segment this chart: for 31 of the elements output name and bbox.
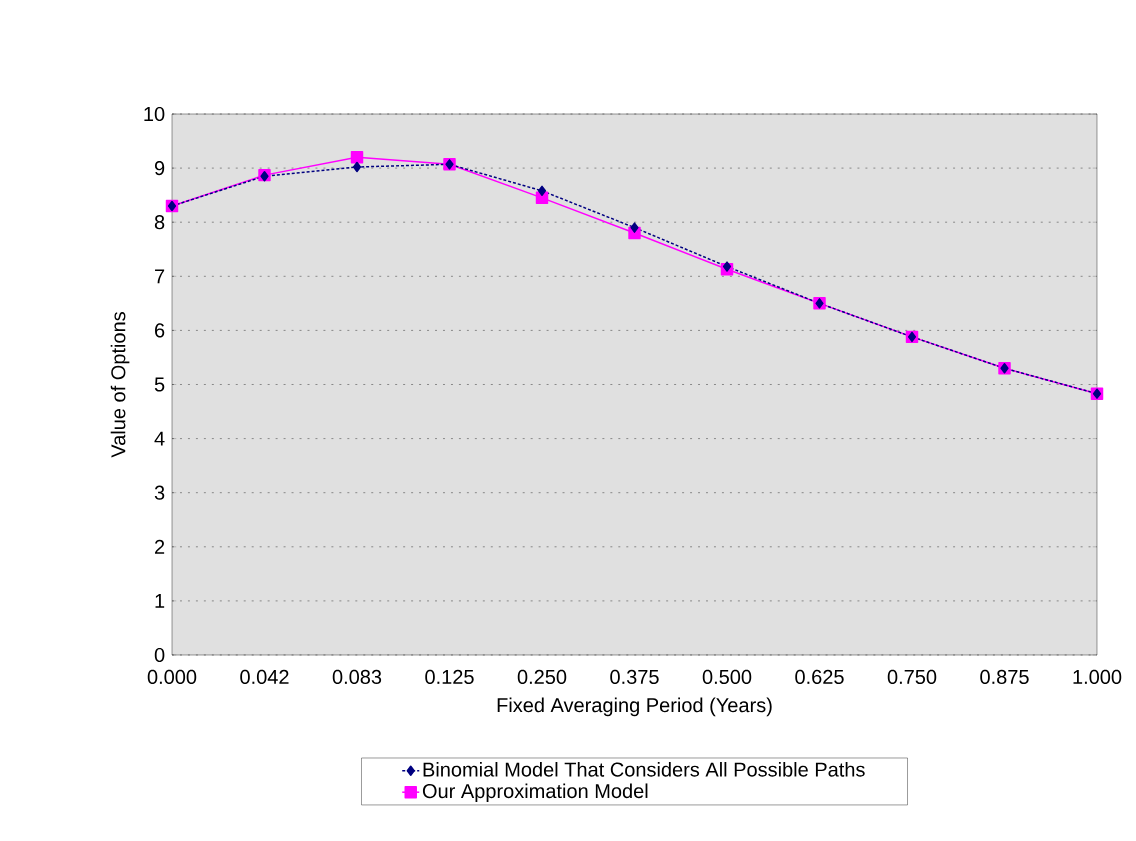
y-tick-label: 4 bbox=[154, 431, 165, 446]
y-tick-label: 2 bbox=[155, 539, 165, 554]
y-tick-label: 5 bbox=[154, 377, 165, 392]
y-tick-label: 3 bbox=[154, 485, 165, 500]
y-tick-label: 1 bbox=[155, 594, 165, 608]
x-axis-title: Fixed Averaging Period (Years) bbox=[497, 697, 772, 717]
x-tick-label: 0.750 bbox=[887, 669, 937, 685]
y-axis-title: Value of Options bbox=[110, 312, 130, 458]
x-tick-label: 0.083 bbox=[332, 669, 382, 685]
x-tick-label: 0.042 bbox=[240, 669, 289, 685]
point bbox=[352, 161, 362, 173]
x-tick-label: 0.500 bbox=[702, 669, 752, 685]
x-tick-label: 0.375 bbox=[610, 669, 659, 685]
y-tick-label: 10 bbox=[144, 106, 165, 122]
y-tick-label: 9 bbox=[154, 161, 165, 176]
point bbox=[630, 222, 639, 233]
legend-label: Binomial Model That Considers All Possible Paths bbox=[423, 761, 865, 777]
y-tick-label: 7 bbox=[155, 269, 165, 284]
x-tick-label: 0.250 bbox=[517, 669, 567, 685]
legend-label: Our Approximation Model bbox=[422, 783, 648, 803]
x-tick-label: 0.875 bbox=[980, 669, 1029, 685]
point bbox=[537, 185, 547, 197]
x-tick-label: 0.125 bbox=[425, 669, 474, 685]
point bbox=[350, 151, 364, 164]
y-tick-label: 8 bbox=[154, 215, 165, 230]
x-tick-label: 1.000 bbox=[1073, 669, 1122, 685]
y-tick-label: 6 bbox=[155, 323, 165, 338]
x-tick-label: 0.000 bbox=[147, 669, 197, 685]
y-tick-label: 0 bbox=[154, 647, 165, 663]
x-tick-label: 0.625 bbox=[795, 669, 844, 685]
point bbox=[722, 261, 732, 272]
